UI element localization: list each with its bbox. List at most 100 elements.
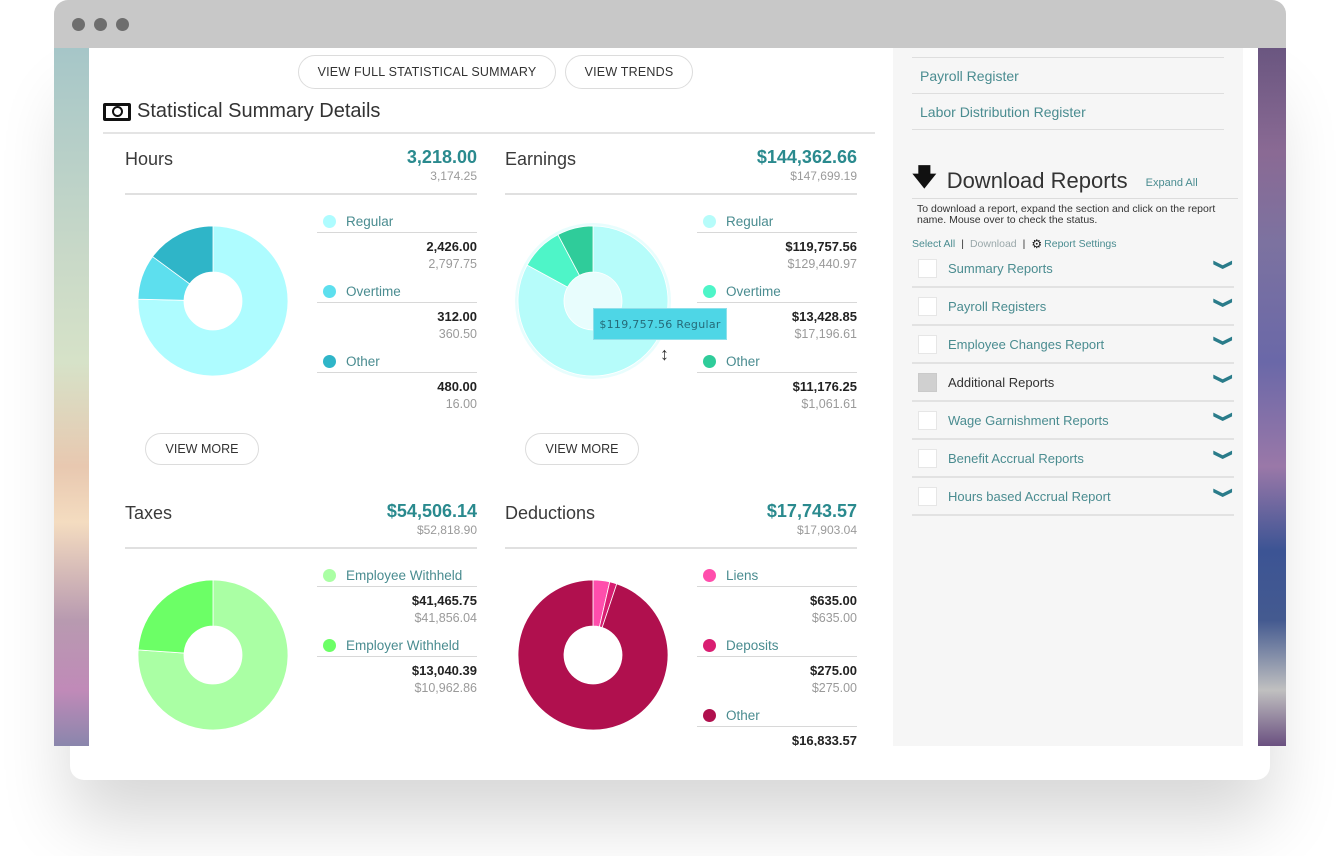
report-row-employee-changes[interactable]: Employee Changes Report ❯	[912, 326, 1235, 364]
report-label[interactable]: Additional Reports	[948, 374, 1055, 390]
hours-legend: Regular 2,426.00 2,797.75 Overtime 312.0…	[317, 211, 477, 421]
report-label[interactable]: Benefit Accrual Reports	[948, 450, 1084, 466]
legend-label: Overtime	[346, 284, 401, 299]
minimize-dot-icon[interactable]	[94, 18, 107, 31]
report-checkbox[interactable]	[918, 334, 937, 354]
hours-view-more-button[interactable]: VIEW MORE	[145, 433, 259, 465]
legend-item: Employee Withheld $41,465.75 $41,856.04	[317, 565, 477, 635]
legend-previous-value: 16.00	[445, 397, 477, 411]
legend-dot-icon	[323, 215, 336, 228]
legend-dot-icon	[323, 639, 336, 652]
legend-previous-value: 2,797.75	[428, 257, 477, 271]
chevron-down-icon[interactable]: ❯	[1213, 259, 1235, 271]
download-actions: Select All | Download | ⚙ Report Setting…	[912, 237, 1117, 251]
chevron-down-icon[interactable]: ❯	[1213, 487, 1235, 499]
report-row-additional-reports[interactable]: Additional Reports ❯	[912, 364, 1235, 402]
chevron-down-icon[interactable]: ❯	[1213, 297, 1235, 309]
title-bar	[54, 0, 1286, 48]
chart-tooltip: $119,757.56 Regular	[593, 308, 727, 340]
legend-previous-value: $41,856.04	[414, 611, 477, 625]
card-previous-total: $52,818.90	[416, 523, 477, 537]
earnings-donut-chart[interactable]	[513, 221, 673, 381]
chevron-down-icon[interactable]: ❯	[1213, 373, 1235, 385]
download-link[interactable]: Download	[969, 238, 1017, 250]
report-row-hours-based-accrual[interactable]: Hours based Accrual Report ❯	[912, 478, 1235, 516]
legend-label: Liens	[726, 568, 759, 583]
taxes-donut-chart[interactable]	[133, 575, 293, 735]
close-dot-icon[interactable]	[72, 18, 85, 31]
donut-slice-regular[interactable]	[137, 225, 289, 377]
card-previous-total: $147,699.19	[790, 169, 857, 183]
legend-dot-icon	[703, 639, 716, 652]
view-trends-button[interactable]: VIEW TRENDS	[565, 55, 693, 89]
legend-label: Regular	[726, 214, 774, 229]
legend-current-value: $119,757.56	[785, 239, 857, 254]
section-title-text: Statistical Summary Details	[137, 100, 381, 122]
report-label[interactable]: Wage Garnishment Reports	[948, 412, 1109, 428]
report-settings-link[interactable]: Report Settings	[1044, 238, 1117, 250]
legend-dot-icon	[703, 215, 716, 228]
report-label[interactable]: Employee Changes Report	[948, 336, 1105, 352]
legend-item: Regular $119,757.56 $129,440.97	[697, 211, 857, 281]
legend-label: Overtime	[726, 284, 781, 299]
desktop-background-right	[1258, 48, 1286, 746]
donut-slice-other[interactable]	[151, 225, 214, 285]
legend-item: Other 480.00 16.00	[317, 351, 477, 421]
earnings-view-more-button[interactable]: VIEW MORE	[525, 433, 639, 465]
legend-dot-icon	[323, 355, 336, 368]
money-icon	[103, 102, 131, 121]
legend-current-value: 2,426.00	[426, 239, 477, 254]
sidebar-divider	[912, 129, 1224, 130]
legend-current-value: $41,465.75	[411, 593, 477, 608]
gear-icon: ⚙	[1031, 237, 1043, 251]
legend-current-value: $635.00	[810, 593, 857, 608]
payroll-register-link[interactable]: Payroll Register	[912, 57, 1224, 93]
desktop-background-left	[54, 48, 89, 746]
report-label[interactable]: Payroll Registers	[948, 298, 1047, 314]
report-row-summary-reports[interactable]: Summary Reports ❯	[912, 250, 1235, 288]
legend-item: Other $16,833.57	[697, 705, 857, 746]
hours-donut-chart[interactable]	[133, 221, 293, 381]
deductions-legend: Liens $635.00 $635.00 Deposits $275.00 $…	[697, 565, 857, 746]
report-checkbox[interactable]	[918, 448, 937, 468]
report-checkbox[interactable]	[918, 296, 937, 316]
chevron-down-icon[interactable]: ❯	[1213, 335, 1235, 347]
select-all-link[interactable]: Select All	[912, 238, 956, 250]
legend-item: Overtime $13,428.85 $17,196.61	[697, 281, 857, 351]
deductions-donut-chart[interactable]	[513, 575, 673, 735]
chevron-down-icon[interactable]: ❯	[1213, 449, 1235, 461]
report-row-payroll-registers[interactable]: Payroll Registers ❯	[912, 288, 1235, 326]
report-checkbox[interactable]	[918, 410, 937, 430]
donut-slice-employee-withheld[interactable]	[137, 579, 289, 731]
legend-dot-icon	[703, 709, 716, 722]
resize-cursor-icon: ↕	[660, 344, 669, 364]
report-checkbox[interactable]	[918, 258, 937, 278]
section-title: Statistical Summary Details	[103, 100, 380, 123]
report-row-wage-garnishment[interactable]: Wage Garnishment Reports ❯	[912, 402, 1235, 440]
chevron-down-icon[interactable]: ❯	[1213, 411, 1235, 423]
report-row-benefit-accrual[interactable]: Benefit Accrual Reports ❯	[912, 440, 1235, 478]
legend-item: Other $11,176.25 $1,061.61	[697, 351, 857, 421]
legend-label: Employer Withheld	[346, 638, 460, 653]
donut-slice-other[interactable]	[557, 225, 594, 276]
legend-previous-value: 360.50	[438, 327, 477, 341]
card-title: Earnings	[505, 149, 577, 169]
browser-window: VIEW FULL STATISTICAL SUMMARY VIEW TREND…	[54, 0, 1286, 746]
card-title: Taxes	[125, 503, 173, 523]
view-full-statistical-summary-button[interactable]: VIEW FULL STATISTICAL SUMMARY	[298, 55, 556, 89]
report-label[interactable]: Hours based Accrual Report	[948, 488, 1111, 504]
card-divider	[125, 193, 477, 195]
donut-slice-employer-withheld[interactable]	[137, 579, 214, 654]
labor-distribution-register-link[interactable]: Labor Distribution Register	[912, 93, 1224, 129]
donut-slice-other[interactable]	[517, 579, 669, 731]
report-label[interactable]: Summary Reports	[948, 260, 1053, 276]
legend-previous-value: $10,962.86	[414, 681, 477, 695]
legend-previous-value: $17,196.61	[794, 327, 857, 341]
expand-all-link[interactable]: Expand All	[1145, 177, 1198, 189]
report-checkbox[interactable]	[918, 486, 937, 506]
legend-previous-value: $635.00	[811, 611, 857, 625]
legend-current-value: $16,833.57	[791, 733, 857, 746]
legend-previous-value: $1,061.61	[801, 397, 857, 411]
maximize-dot-icon[interactable]	[116, 18, 129, 31]
legend-current-value: $11,176.25	[792, 379, 857, 394]
